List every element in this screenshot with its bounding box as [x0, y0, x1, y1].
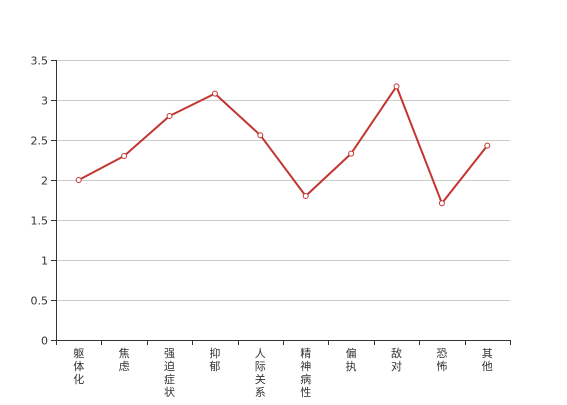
- data-point[interactable]: [393, 83, 400, 90]
- x-tick-label: 焦虑: [119, 347, 130, 373]
- y-tick-label: 0.5: [31, 295, 49, 308]
- grid-lines: [56, 60, 510, 301]
- data-point[interactable]: [75, 177, 82, 183]
- y-tick-label: 3.5: [31, 55, 49, 68]
- x-tick-label: 精神病性: [300, 347, 311, 399]
- y-tick-label: 2: [41, 175, 48, 188]
- y-tick-label: 1.5: [31, 215, 49, 228]
- y-tick-label: 0: [41, 335, 48, 348]
- data-point[interactable]: [438, 200, 445, 207]
- data-point[interactable]: [257, 132, 264, 139]
- data-point[interactable]: [348, 150, 355, 157]
- data-point[interactable]: [302, 193, 309, 199]
- x-tick-label: 其他: [482, 347, 493, 373]
- x-tick-label: 强迫症状: [164, 347, 175, 399]
- x-tick-label: 恐怖: [436, 347, 447, 373]
- y-tick-label: 3: [41, 95, 48, 108]
- y-tick-labels: 0 0.5 1 1.5 2 2.5 3 3.5: [31, 55, 49, 348]
- series: [75, 83, 491, 207]
- x-tick-label: 抑郁: [209, 346, 220, 373]
- y-tick-label: 1: [41, 255, 48, 268]
- data-point[interactable]: [484, 142, 491, 149]
- series-line: [78, 85, 489, 205]
- x-tick-label: 敌对: [391, 346, 402, 373]
- x-tick-label: 躯体化: [73, 347, 84, 386]
- y-tick-label: 2.5: [31, 135, 49, 148]
- x-tick-labels: 躯体化 焦虑 强迫症状 抑郁 人际关系敏感 精神病性 偏执 敌对 恐怖 其他: [73, 346, 493, 405]
- data-point[interactable]: [166, 113, 173, 119]
- data-point[interactable]: [121, 153, 128, 159]
- x-tick-label: 人际关系敏感: [255, 347, 266, 400]
- axes: [51, 60, 511, 345]
- data-point[interactable]: [211, 90, 218, 97]
- x-tick-label: 偏执: [346, 346, 357, 373]
